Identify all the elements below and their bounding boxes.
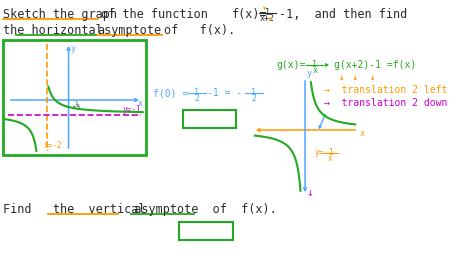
Text: -½: -½: [72, 102, 81, 111]
Text: →  translation 2 left: → translation 2 left: [324, 85, 448, 95]
Text: 1: 1: [328, 148, 332, 157]
Text: x=-2: x=-2: [44, 141, 62, 150]
Text: of   f(x).: of f(x).: [164, 24, 236, 37]
Bar: [183, 110, 236, 128]
Text: the horizontal: the horizontal: [3, 24, 103, 37]
Text: asymptote  of  f(x).: asymptote of f(x).: [120, 203, 276, 216]
Text: 1: 1: [312, 60, 317, 69]
Text: f(0) =: f(0) =: [153, 88, 194, 98]
Text: g(x+2)-1 =f(x): g(x+2)-1 =f(x): [334, 60, 416, 70]
Text: 2: 2: [251, 94, 256, 103]
Text: asymptote: asymptote: [98, 24, 162, 37]
Text: x: x: [312, 66, 317, 75]
Text: -1,  and then find: -1, and then find: [279, 8, 407, 21]
Text: x+2: x+2: [260, 14, 275, 23]
Text: x: x: [328, 154, 332, 163]
Text: Sketch the graph: Sketch the graph: [3, 8, 117, 21]
Bar: [179, 222, 233, 240]
Text: ↓: ↓: [306, 188, 313, 198]
Text: 1: 1: [265, 8, 270, 17]
Text: -1 = -: -1 = -: [207, 88, 242, 98]
Text: y: y: [71, 44, 75, 53]
Text: f(x)=: f(x)=: [232, 8, 267, 21]
Text: Find   the  vertical: Find the vertical: [3, 203, 146, 216]
Text: y=: y=: [315, 148, 324, 157]
Text: →  translation 2 down: → translation 2 down: [324, 98, 448, 108]
Text: 1: 1: [251, 88, 256, 97]
Text: 1: 1: [194, 88, 200, 97]
Text: y: y: [307, 69, 312, 78]
Text: x = -2: x = -2: [184, 223, 227, 236]
Text: y=-1: y=-1: [122, 105, 141, 114]
Text: of the function: of the function: [101, 8, 208, 21]
Bar: [3, 40, 146, 155]
Text: 2: 2: [194, 94, 200, 103]
Text: y = -1: y = -1: [188, 111, 231, 124]
Text: x: x: [360, 129, 365, 138]
Text: x: x: [138, 99, 143, 108]
Text: g(x)=: g(x)=: [276, 60, 305, 70]
